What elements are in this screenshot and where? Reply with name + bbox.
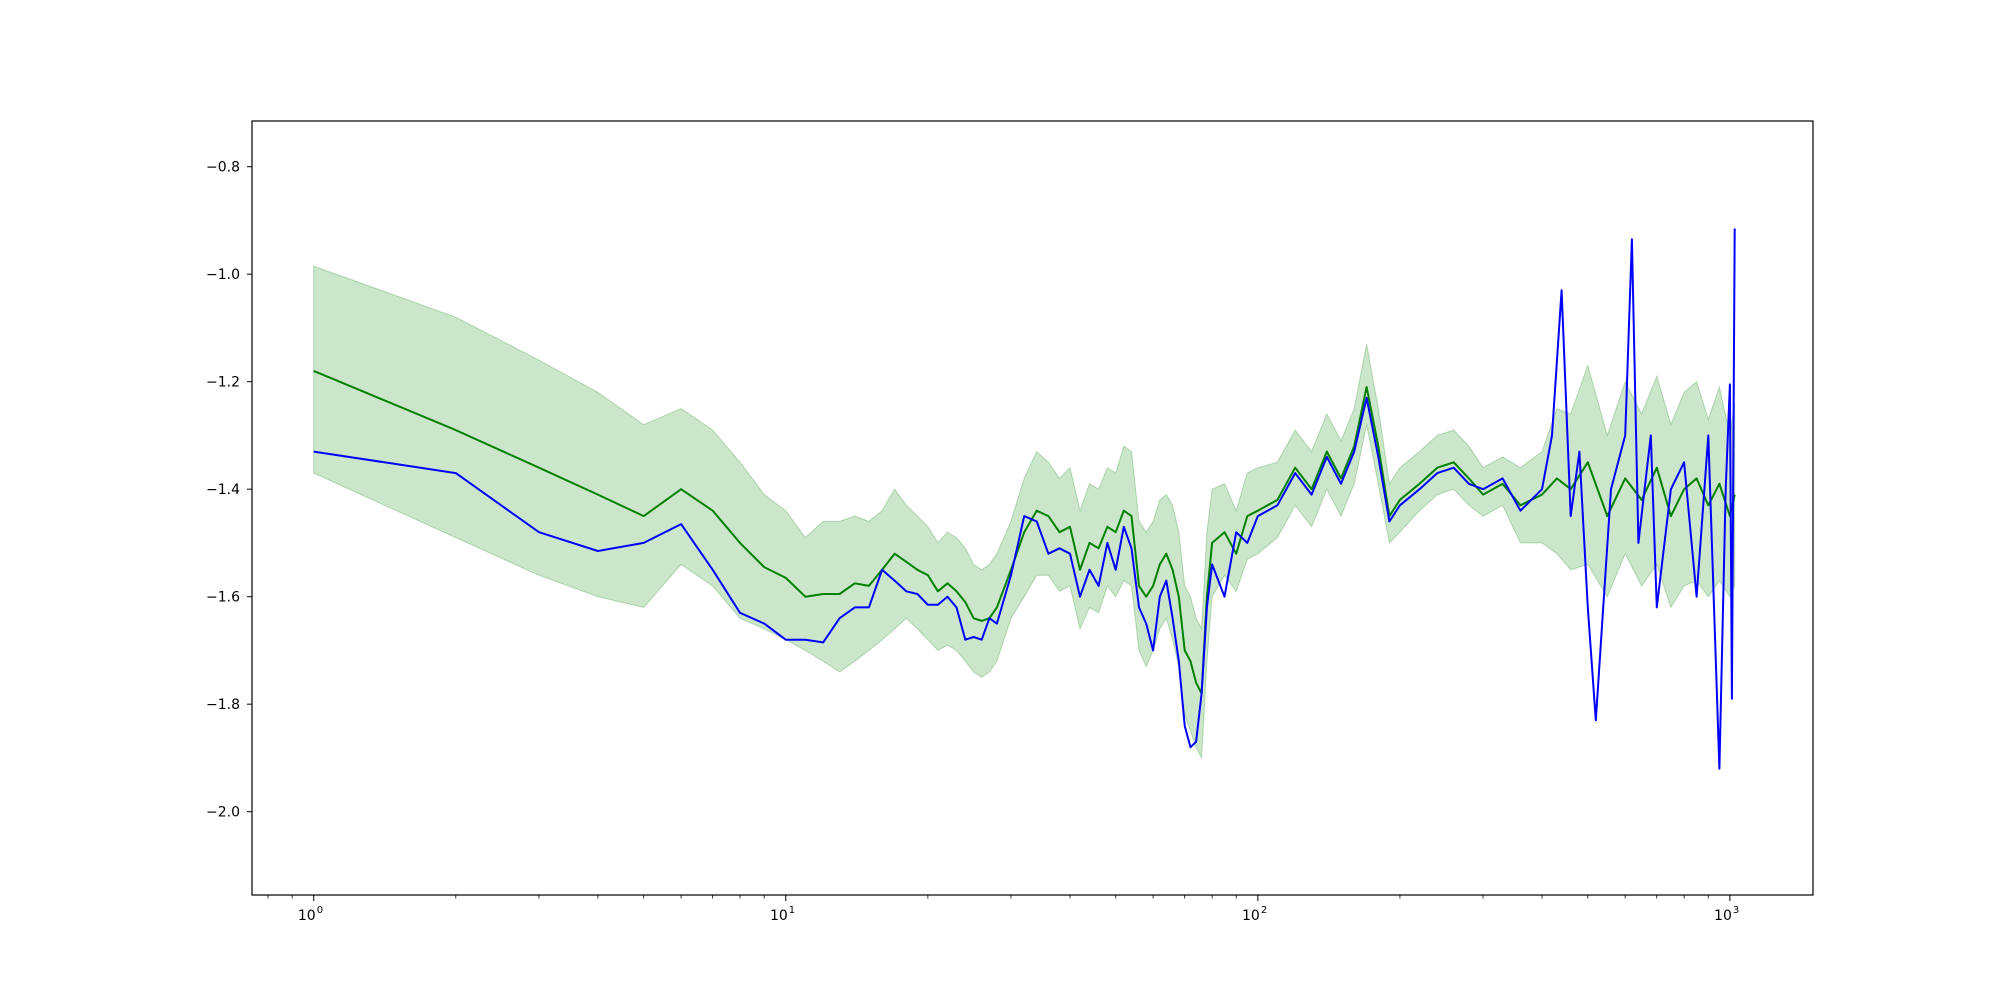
x-tick-label: 10 3 <box>1714 905 1739 924</box>
x-tick-exponent: 2 <box>1261 905 1267 916</box>
y-tick-label: −1.8 <box>206 697 240 713</box>
x-tick-base: 10 <box>1714 908 1732 924</box>
y-tick-label: −0.8 <box>206 160 240 176</box>
series-1-line <box>313 228 1736 770</box>
x-tick-label: 10 0 <box>298 905 323 924</box>
x-axis: 10 0 10 1 10 2 10 3 <box>267 895 1739 924</box>
y-axis: −0.8 −1.0 −1.2 −1.4 −1.6 −1.8 −2.0 <box>206 160 252 821</box>
x-tick-label: 10 2 <box>1242 905 1267 924</box>
x-tick-base: 10 <box>770 908 788 924</box>
x-tick-exponent: 1 <box>789 905 795 916</box>
plot-frame <box>251 120 1814 896</box>
x-tick-label: 10 1 <box>770 905 795 924</box>
y-tick-label: −1.2 <box>206 375 240 391</box>
x-tick-base: 10 <box>1242 908 1260 924</box>
y-tick-label: −1.4 <box>206 482 240 498</box>
series-0-line <box>313 369 1736 695</box>
x-tick-base: 10 <box>298 908 316 924</box>
y-tick-label: −1.6 <box>206 590 240 606</box>
series-lines <box>313 228 1736 770</box>
y-tick-label: −1.0 <box>206 267 240 283</box>
x-tick-exponent: 0 <box>317 905 323 916</box>
confidence-bands <box>313 265 1736 760</box>
x-tick-exponent: 3 <box>1733 905 1739 916</box>
y-tick-label: −2.0 <box>206 805 240 821</box>
series-0-band <box>313 265 1736 760</box>
